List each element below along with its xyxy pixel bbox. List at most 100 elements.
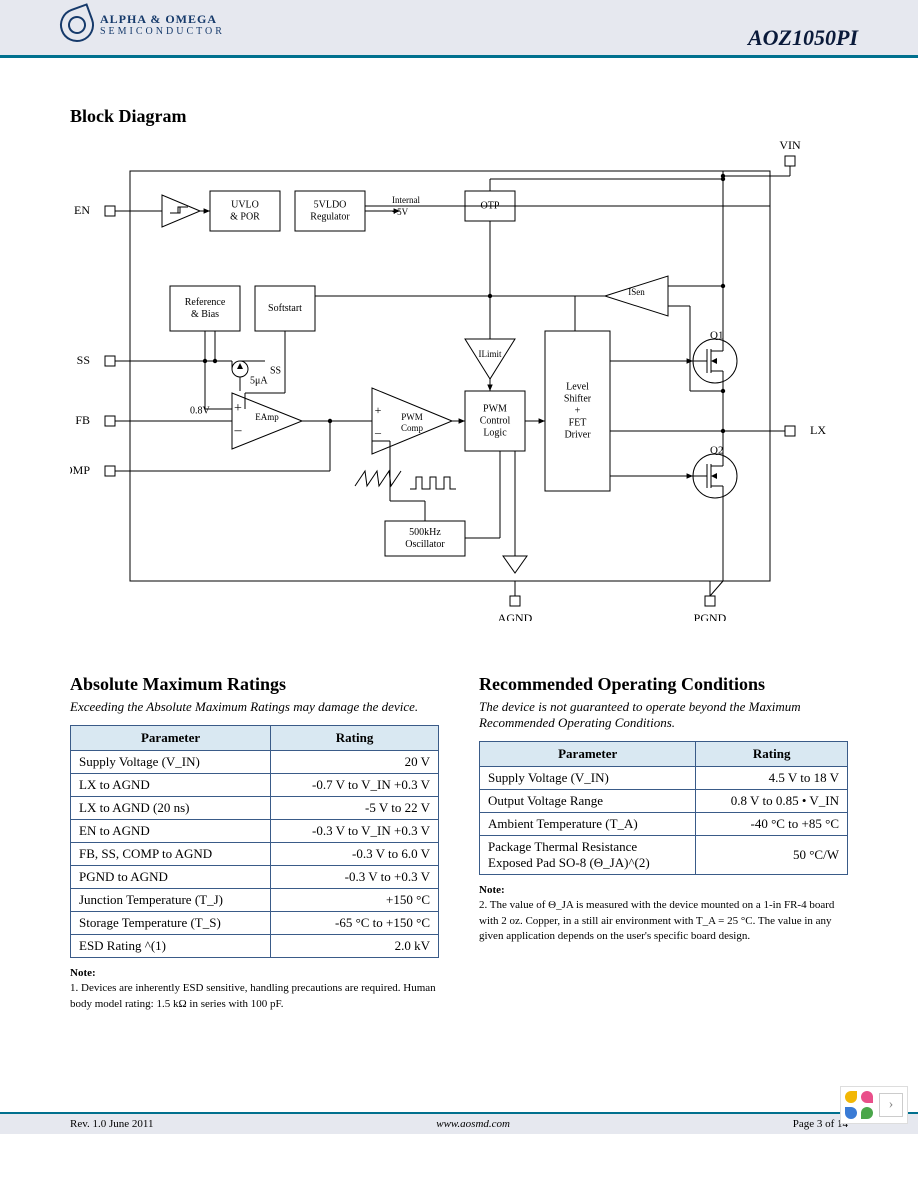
table-cell: Ambient Temperature (T_A) <box>480 813 696 836</box>
table-row: EN to AGND-0.3 V to V_IN +0.3 V <box>71 820 439 843</box>
svg-text:Oscillator: Oscillator <box>405 539 445 550</box>
table-row: Junction Temperature (T_J)+150 °C <box>71 889 439 912</box>
svg-text:–: – <box>374 425 382 439</box>
pinwheel-icon[interactable] <box>845 1091 873 1119</box>
table-cell: -0.7 V to V_IN +0.3 V <box>271 774 439 797</box>
table-cell: 0.8 V to 0.85 • V_IN <box>696 790 848 813</box>
table-row: FB, SS, COMP to AGND-0.3 V to 6.0 V <box>71 843 439 866</box>
thumbnail-navigator: › <box>840 1086 908 1124</box>
table-cell: -5 V to 22 V <box>271 797 439 820</box>
footer-url: www.aosmd.com <box>436 1118 510 1130</box>
table-cell: -65 °C to +150 °C <box>271 912 439 935</box>
note-label: Note: <box>479 884 505 896</box>
logo-mark-icon <box>55 3 99 47</box>
svg-text:+: + <box>234 401 242 416</box>
svg-text:SS: SS <box>77 353 90 367</box>
svg-text:5μA: 5μA <box>250 375 268 386</box>
svg-text:PWM: PWM <box>401 412 423 422</box>
table-row: Supply Voltage (V_IN)20 V <box>71 751 439 774</box>
svg-text:ILimit: ILimit <box>479 349 502 359</box>
svg-text:Comp: Comp <box>401 423 424 433</box>
page-footer: Rev. 1.0 June 2011 www.aosmd.com Page 3 … <box>0 1112 918 1134</box>
table-cell: -0.3 V to 6.0 V <box>271 843 439 866</box>
table-row: LX to AGND-0.7 V to V_IN +0.3 V <box>71 774 439 797</box>
svg-text:Shifter: Shifter <box>564 393 592 404</box>
table-cell: LX to AGND (20 ns) <box>71 797 271 820</box>
abs-max-column: Absolute Maximum Ratings Exceeding the A… <box>70 666 439 1012</box>
table-cell: 20 V <box>271 751 439 774</box>
rec-op-subtitle: The device is not guaranteed to operate … <box>479 699 848 731</box>
next-page-arrow[interactable]: › <box>879 1093 903 1117</box>
table-row: LX to AGND (20 ns)-5 V to 22 V <box>71 797 439 820</box>
svg-text:Logic: Logic <box>483 427 507 438</box>
svg-text:EAmp: EAmp <box>255 412 279 422</box>
table-header: Rating <box>696 742 848 767</box>
table-cell: ESD Rating ^(1) <box>71 935 271 958</box>
svg-text:Level: Level <box>566 381 589 392</box>
abs-max-table: ParameterRatingSupply Voltage (V_IN)20 V… <box>70 725 439 958</box>
svg-text:+: + <box>375 403 382 417</box>
table-cell: 50 °C/W <box>696 836 848 875</box>
table-cell: LX to AGND <box>71 774 271 797</box>
svg-text:Softstart: Softstart <box>268 303 302 314</box>
table-cell: Package Thermal Resistance Exposed Pad S… <box>480 836 696 875</box>
svg-text:& Bias: & Bias <box>191 309 219 320</box>
part-number: AOZ1050PI <box>748 25 858 51</box>
svg-text:EN: EN <box>74 203 90 217</box>
svg-text:Reference: Reference <box>185 297 226 308</box>
table-cell: 2.0 kV <box>271 935 439 958</box>
company-name-top: ALPHA & OMEGA <box>100 13 225 26</box>
table-row: Storage Temperature (T_S)-65 °C to +150 … <box>71 912 439 935</box>
svg-text:Driver: Driver <box>564 429 591 440</box>
datasheet-page: ALPHA & OMEGA SEMICONDUCTOR AOZ1050PI Bl… <box>0 0 918 1134</box>
table-cell: Supply Voltage (V_IN) <box>71 751 271 774</box>
abs-max-note: Note: 1. Devices are inherently ESD sens… <box>70 966 439 1012</box>
svg-text:+5V: +5V <box>392 207 409 217</box>
svg-text:SS: SS <box>270 365 281 376</box>
svg-text:Q2: Q2 <box>710 445 723 457</box>
svg-text:VIN: VIN <box>779 138 801 152</box>
svg-text:FB: FB <box>75 413 90 427</box>
table-row: Output Voltage Range0.8 V to 0.85 • V_IN <box>480 790 848 813</box>
table-cell: Storage Temperature (T_S) <box>71 912 271 935</box>
svg-text:500kHz: 500kHz <box>409 527 441 538</box>
table-cell: Output Voltage Range <box>480 790 696 813</box>
rec-op-title: Recommended Operating Conditions <box>479 674 848 695</box>
page-content: Block Diagram ENSSFBCOMPVINLXAGNDPGNDUVL… <box>0 58 918 1032</box>
abs-max-title: Absolute Maximum Ratings <box>70 674 439 695</box>
rec-op-table: ParameterRatingSupply Voltage (V_IN)4.5 … <box>479 741 848 875</box>
table-cell: +150 °C <box>271 889 439 912</box>
svg-text:PWM: PWM <box>483 403 507 414</box>
table-header: Parameter <box>480 742 696 767</box>
table-row: Supply Voltage (V_IN)4.5 V to 18 V <box>480 767 848 790</box>
table-row: ESD Rating ^(1)2.0 kV <box>71 935 439 958</box>
rec-op-note: Note: 2. The value of Θ_JA is measured w… <box>479 883 848 945</box>
abs-max-subtitle: Exceeding the Absolute Maximum Ratings m… <box>70 699 439 715</box>
svg-text:& POR: & POR <box>230 211 260 222</box>
svg-text:–: – <box>234 423 243 438</box>
note-text: 2. The value of Θ_JA is measured with th… <box>479 899 834 942</box>
svg-text:Q1: Q1 <box>710 330 723 342</box>
note-label: Note: <box>70 967 96 979</box>
svg-text:Internal: Internal <box>392 195 420 205</box>
table-cell: EN to AGND <box>71 820 271 843</box>
table-cell: -0.3 V to +0.3 V <box>271 866 439 889</box>
table-row: Ambient Temperature (T_A)-40 °C to +85 °… <box>480 813 848 836</box>
table-row: Package Thermal Resistance Exposed Pad S… <box>480 836 848 875</box>
table-cell: Supply Voltage (V_IN) <box>480 767 696 790</box>
footer-rev: Rev. 1.0 June 2011 <box>70 1118 154 1130</box>
svg-text:COMP: COMP <box>70 463 90 477</box>
table-header: Parameter <box>71 726 271 751</box>
svg-text:LX: LX <box>810 423 826 437</box>
table-cell: 4.5 V to 18 V <box>696 767 848 790</box>
svg-text:Control: Control <box>480 415 511 426</box>
svg-text:5VLDO: 5VLDO <box>314 199 347 210</box>
specs-two-column: Absolute Maximum Ratings Exceeding the A… <box>70 666 848 1012</box>
table-header: Rating <box>271 726 439 751</box>
block-diagram-title: Block Diagram <box>70 106 848 127</box>
table-cell: Junction Temperature (T_J) <box>71 889 271 912</box>
svg-text:Regulator: Regulator <box>310 211 350 222</box>
svg-text:FET: FET <box>569 417 587 428</box>
svg-text:0.8V: 0.8V <box>190 405 211 416</box>
svg-text:ISen: ISen <box>628 287 645 297</box>
